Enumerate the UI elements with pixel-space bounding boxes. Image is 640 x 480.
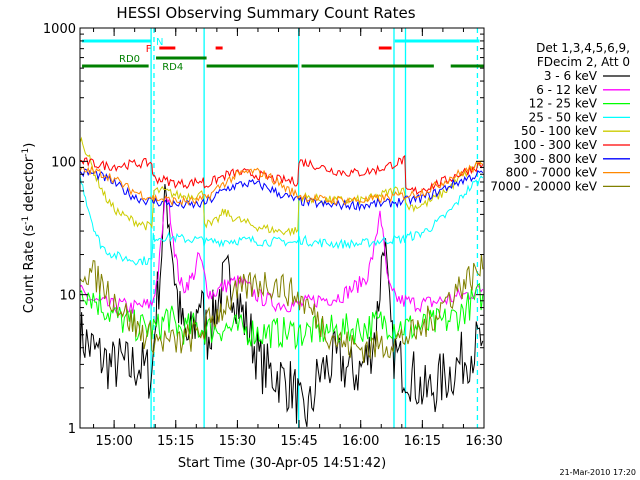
legend-label-6: 300 - 800 keV (513, 152, 597, 166)
x-axis-label: Start Time (30-Apr-05 14:51:42) (178, 456, 386, 471)
legend-label-8: 7000 - 20000 keV (490, 179, 597, 193)
legend-header-line-2: FDecim 2, Att 0 (537, 55, 630, 69)
y-tick-label-1: 10 (59, 289, 76, 304)
series-line-5 (80, 154, 484, 196)
legend-label-3: 25 - 50 keV (529, 110, 598, 124)
y-axis-label: Count Rate (s-1 detector-1) (21, 143, 37, 314)
x-tick-label-4: 16:00 (342, 434, 379, 449)
series-line-4 (80, 136, 483, 237)
y-tick-label-3: 1000 (43, 22, 76, 37)
legend-label-4: 50 - 100 keV (521, 124, 598, 138)
x-tick-label-5: 16:15 (404, 434, 441, 449)
series-line-7 (80, 161, 484, 207)
legend-label-2: 12 - 25 keV (529, 97, 598, 111)
x-tick-label-2: 15:30 (219, 434, 256, 449)
flag-label-rd0: RD0 (119, 54, 140, 65)
x-tick-label-6: 16:30 (465, 434, 502, 449)
flag-label-rd4: RD4 (162, 62, 183, 73)
series-line-3 (80, 175, 484, 266)
legend-label-7: 800 - 7000 keV (506, 166, 598, 180)
series-group (80, 136, 484, 428)
y-tick-label-0: 1 (68, 422, 76, 437)
legend-label-1: 6 - 12 keV (536, 83, 598, 97)
legend-header-line-1: Det 1,3,4,5,6,9, (536, 41, 630, 55)
series-line-0 (80, 184, 484, 428)
series-line-2 (80, 282, 484, 351)
x-tick-label-3: 15:45 (280, 434, 317, 449)
footer-timestamp: 21-Mar-2010 17:20 (560, 468, 637, 477)
x-tick-label-0: 15:00 (95, 434, 132, 449)
chart-title: HESSI Observing Summary Count Rates (116, 4, 415, 22)
flag-label-f: F (146, 44, 152, 55)
flag-label-n: N (156, 37, 163, 48)
x-tick-label-1: 15:15 (157, 434, 194, 449)
plot-frame (79, 27, 485, 429)
series-line-8 (80, 253, 484, 364)
legend-label-0: 3 - 6 keV (544, 69, 598, 83)
plot-area: NF RD0 RD4 1 10 100 1000 15:00 15:15 15:30 15:45 16… (43, 22, 503, 449)
series-line-6 (80, 168, 484, 212)
y-tick-label-2: 100 (51, 155, 76, 170)
series-line-1 (80, 196, 484, 314)
legend-label-5: 100 - 300 keV (513, 138, 597, 152)
